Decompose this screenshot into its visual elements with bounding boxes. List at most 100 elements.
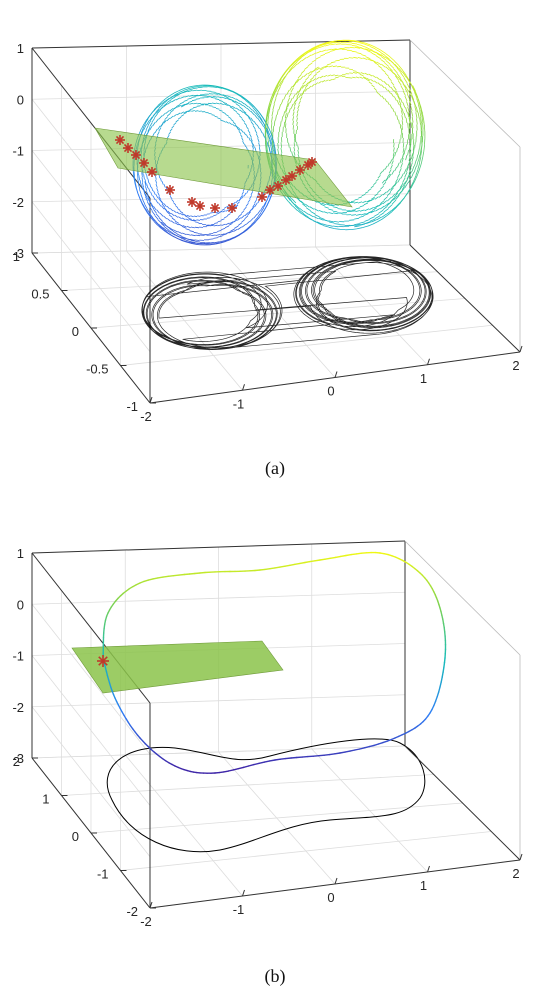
trajectory-segment [408, 90, 412, 96]
trajectory-segment [145, 196, 149, 202]
trajectory-segment [259, 128, 263, 134]
trajectory-segment [217, 86, 223, 89]
trajectory-segment [266, 129, 269, 135]
trajectory-segment [195, 98, 201, 100]
trajectory-segment [294, 57, 300, 63]
trajectory-segment [415, 112, 418, 119]
trajectory-segment [158, 115, 163, 120]
trajectory-segment [230, 228, 235, 232]
trajectory-segment [391, 71, 396, 76]
trajectory-segment [281, 76, 286, 82]
trajectory-segment [296, 57, 302, 62]
trajectory-segment [247, 763, 255, 767]
trajectory-segment [240, 210, 245, 214]
trajectory-segment [231, 105, 236, 109]
trajectory-segment [368, 744, 375, 748]
trajectory-segment [394, 60, 400, 66]
trajectory-segment [191, 96, 196, 98]
trajectory-segment [393, 68, 398, 74]
trajectory-segment [268, 146, 271, 152]
trajectory-segment [211, 91, 216, 93]
star-stroke [287, 171, 297, 181]
trajectory-segment [219, 94, 225, 97]
trajectory-segment [321, 49, 327, 52]
trajectory-segment [186, 110, 191, 113]
trajectory-segment [180, 104, 185, 108]
section-plane [94, 127, 353, 208]
trajectory-segment [232, 121, 237, 125]
trajectory-segment [141, 182, 144, 188]
trajectory-segment [410, 95, 414, 102]
trajectory-segment [397, 76, 402, 82]
trajectory-segment [390, 92, 394, 98]
chart-b-grid [31, 540, 521, 909]
trajectory-segment [152, 195, 156, 200]
trajectory-segment [222, 111, 226, 114]
trajectory-segment [197, 215, 201, 217]
trajectory-segment [177, 231, 183, 234]
trajectory-segment [420, 150, 423, 157]
trajectory-segment [243, 131, 247, 136]
trajectory-segment [232, 123, 236, 127]
trajectory-segment [280, 121, 282, 127]
trajectory-segment [350, 553, 358, 556]
trajectory-segment [186, 214, 191, 217]
trajectory-segment [354, 223, 360, 226]
trajectory-segment [166, 218, 171, 222]
trajectory-segment [376, 55, 382, 60]
trajectory-segment [256, 133, 259, 139]
trajectory-segment [270, 145, 273, 151]
trajectory-segment [382, 168, 385, 173]
trajectory-segment [241, 195, 244, 199]
trajectory-segment [267, 104, 270, 111]
trajectory-segment [254, 202, 258, 207]
trajectory-segment [406, 166, 409, 173]
trajectory-segment [185, 103, 190, 106]
trajectory-segment [298, 199, 304, 204]
trajectory-segment [134, 176, 136, 183]
trajectory-segment [167, 101, 172, 105]
trajectory-segment [229, 106, 234, 110]
trajectory-segment [401, 108, 404, 114]
trajectory-segment [268, 108, 271, 115]
trajectory-segment [147, 129, 150, 135]
trajectory-segment [315, 56, 321, 60]
trajectory-segment [288, 65, 294, 71]
star-stroke [195, 201, 205, 211]
trajectory-segment [241, 218, 246, 223]
x-tick-mark [149, 901, 153, 909]
trajectory-segment [272, 92, 276, 99]
trajectory-segment [382, 205, 388, 211]
trajectory-segment [213, 224, 218, 227]
trajectory-segment [292, 63, 298, 69]
box-edge [31, 540, 406, 554]
trajectory-segment [222, 87, 228, 91]
trajectory-segment [275, 80, 280, 87]
trajectory-segment [176, 211, 181, 215]
trajectory-segment [155, 118, 159, 123]
trajectory-segment [234, 225, 239, 229]
trajectory-segment [310, 211, 316, 215]
trajectory-segment [190, 242, 196, 245]
trajectory-segment [181, 226, 187, 229]
trajectory-segment [188, 241, 194, 244]
trajectory-segment [236, 93, 242, 97]
trajectory-segment [398, 65, 403, 71]
trajectory-segment [272, 137, 275, 144]
trajectory-segment [243, 229, 248, 234]
trajectory-segment [329, 204, 334, 207]
trajectory-segment [407, 93, 411, 100]
z-tick-label: 1 [17, 41, 24, 56]
trajectory-segment [356, 213, 361, 216]
trajectory-segment [189, 230, 194, 233]
trajectory-segment [174, 92, 180, 96]
trajectory-segment [157, 191, 160, 196]
trajectory-segment [169, 208, 174, 212]
trajectory-segment [267, 130, 271, 136]
trajectory-segment [168, 214, 173, 218]
x-tick-label: -1 [233, 396, 245, 411]
trajectory-segment [372, 221, 379, 225]
trajectory-segment [414, 91, 419, 98]
trajectory-segment [209, 224, 214, 227]
trajectory-segment [149, 125, 153, 131]
